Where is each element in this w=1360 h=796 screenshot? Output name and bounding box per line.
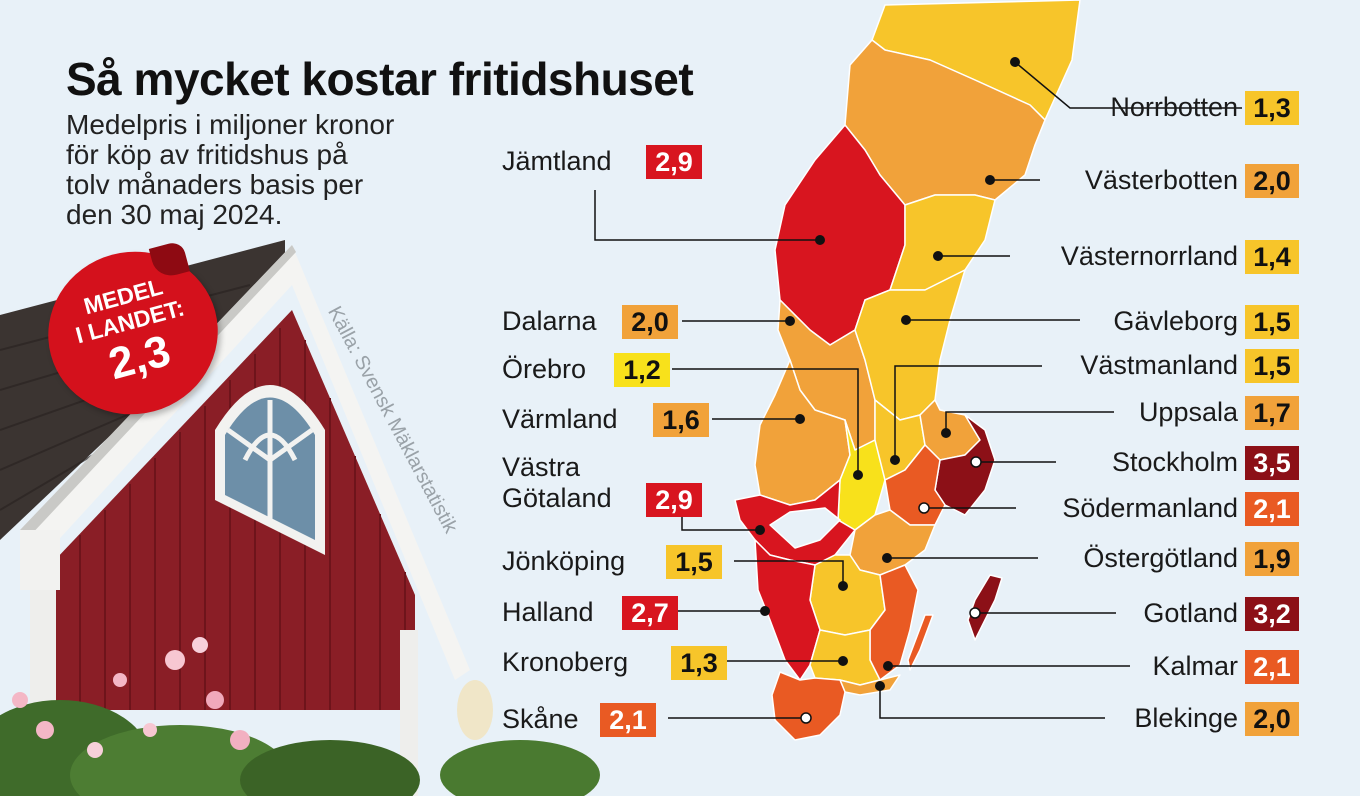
region-value-vasternorrland: 1,4 — [1245, 240, 1299, 274]
region-label-orebro: Örebro — [502, 354, 587, 384]
region-sodermanland — [884, 444, 946, 526]
region-value-jonkoping: 1,5 — [666, 545, 722, 579]
region-label-kalmar: Kalmar — [1152, 651, 1238, 681]
subtitle-line: för köp av fritidshus på — [66, 139, 348, 170]
region-blekinge — [839, 674, 901, 696]
region-value-skane: 2,1 — [600, 703, 656, 737]
region-vasternorrland — [889, 194, 996, 291]
region-label-uppsala: Uppsala — [1138, 397, 1238, 427]
page-title: Så mycket kostar fritidshuset — [66, 53, 694, 105]
region-oland — [907, 614, 934, 671]
region-label-gavleborg: Gävleborg — [1113, 306, 1238, 336]
region-value-gotland: 3,2 — [1245, 597, 1299, 631]
region-value-gavleborg: 1,5 — [1245, 305, 1299, 339]
region-value-norrbotten: 1,3 — [1245, 91, 1299, 125]
region-value-orebro: 1,2 — [614, 353, 670, 387]
region-skane — [771, 671, 846, 741]
region-label-dalarna: Dalarna — [502, 306, 597, 336]
region-value-stockholm: 3,5 — [1245, 446, 1299, 480]
region-label-norrbotten: Norrbotten — [1110, 92, 1238, 122]
subtitle-line: den 30 maj 2024. — [66, 199, 283, 230]
region-label-sodermanland: Södermanland — [1062, 493, 1238, 523]
region-value-sodermanland: 2,1 — [1245, 492, 1299, 526]
region-label-kronoberg: Kronoberg — [502, 647, 629, 677]
region-value-vasterbotten: 2,0 — [1245, 164, 1299, 198]
region-label-vastra-gotaland: Västra Götaland — [502, 452, 612, 513]
region-value-dalarna: 2,0 — [622, 305, 678, 339]
region-label-gotland: Gotland — [1143, 598, 1238, 628]
region-label-ostergotland: Östergötland — [1083, 543, 1238, 573]
subtitle-line: Medelpris i miljoner kronor — [66, 109, 395, 140]
region-value-blekinge: 2,0 — [1245, 702, 1299, 736]
region-label-jamtland: Jämtland — [502, 146, 612, 176]
region-label-jonkoping: Jönköping — [502, 546, 626, 576]
region-label-blekinge: Blekinge — [1134, 703, 1238, 733]
region-label-skane: Skåne — [502, 704, 579, 734]
region-label-stockholm: Stockholm — [1111, 447, 1238, 477]
subtitle: Medelpris i miljoner kronor för köp av f… — [66, 110, 486, 230]
region-label-vastmanland: Västmanland — [1080, 350, 1238, 380]
region-label-halland: Halland — [502, 597, 594, 627]
region-value-uppsala: 1,7 — [1245, 396, 1299, 430]
region-value-vastmanland: 1,5 — [1245, 349, 1299, 383]
region-value-vastra-gotaland: 2,9 — [646, 483, 702, 517]
region-kalmar — [869, 564, 919, 681]
region-label-varmland: Värmland — [502, 404, 618, 434]
subtitle-line: tolv månaders basis per — [66, 169, 364, 200]
region-value-jamtland: 2,9 — [646, 145, 702, 179]
region-vanern — [769, 507, 841, 549]
region-value-ostergotland: 1,9 — [1245, 542, 1299, 576]
region-value-kronoberg: 1,3 — [671, 646, 727, 680]
region-value-kalmar: 2,1 — [1245, 650, 1299, 684]
region-label-vasternorrland: Västernorrland — [1060, 241, 1238, 271]
region-value-halland: 2,7 — [622, 596, 678, 630]
region-value-varmland: 1,6 — [653, 403, 709, 437]
region-label-vasterbotten: Västerbotten — [1084, 165, 1238, 195]
region-gotland — [967, 574, 1003, 641]
